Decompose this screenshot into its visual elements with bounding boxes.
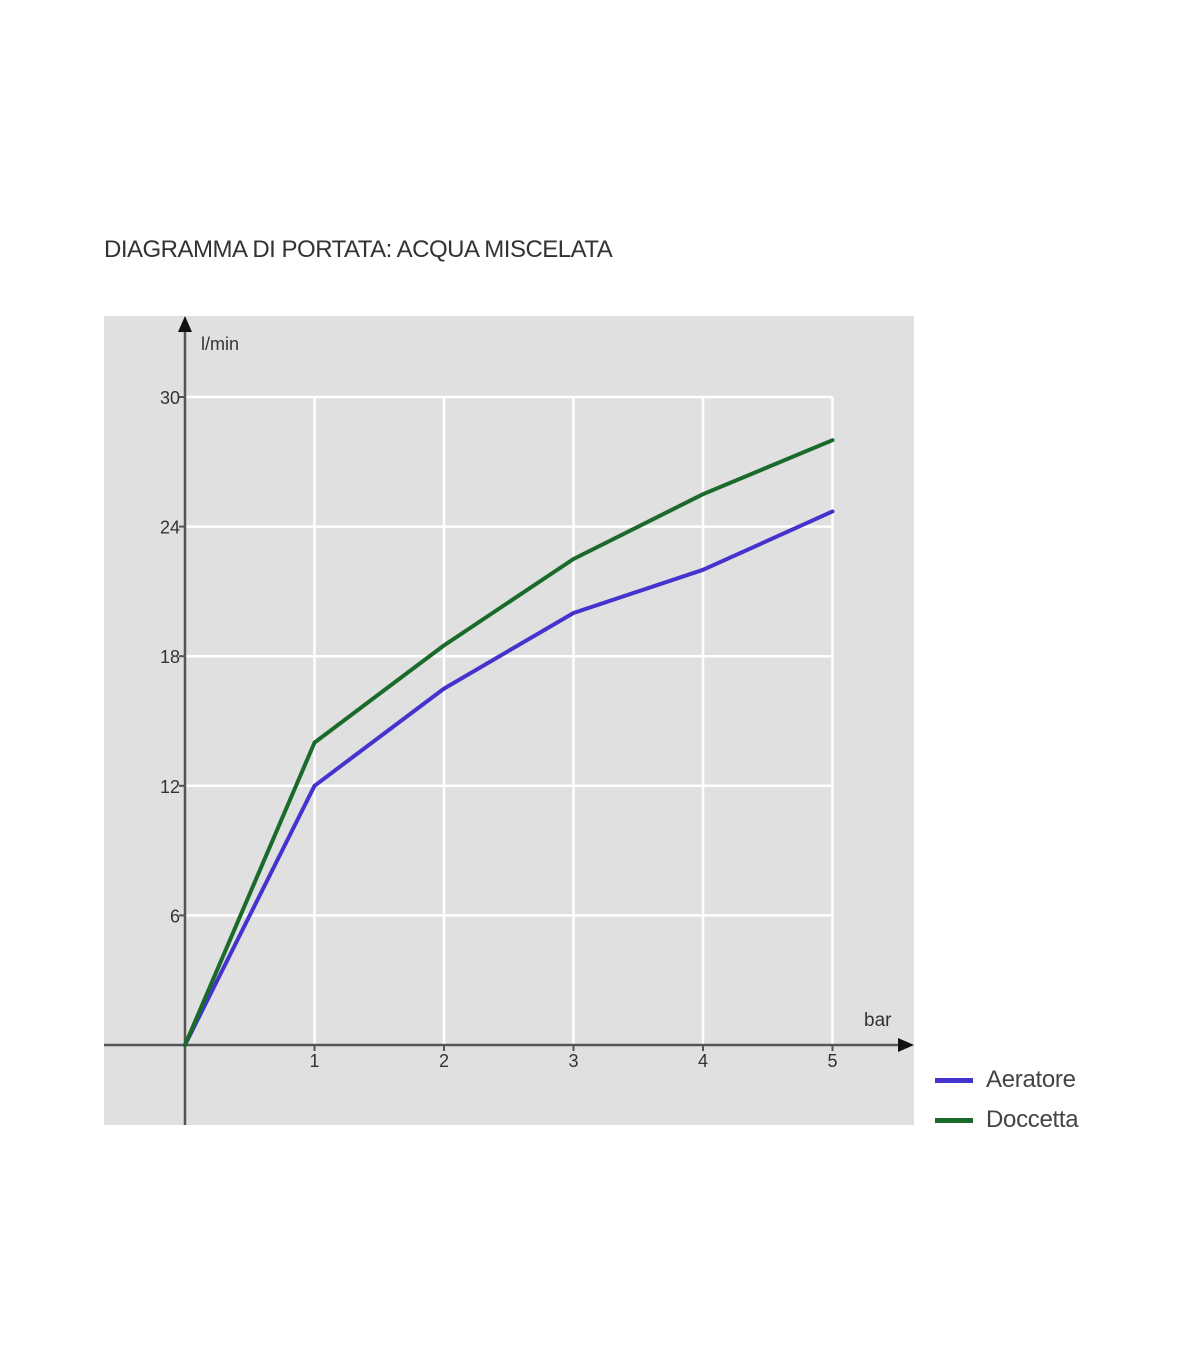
- x-axis-arrow: [898, 1038, 914, 1052]
- series-line-doccetta: [183, 438, 835, 1047]
- series-lines: [183, 438, 835, 1047]
- legend-item-doccetta: Doccetta: [935, 1100, 1079, 1140]
- y-tick-label-30: 30: [160, 388, 180, 408]
- series-line-aeratore: [183, 509, 835, 1047]
- y-tick-label-6: 6: [170, 906, 180, 926]
- y-tick-label-24: 24: [160, 518, 180, 538]
- y-tick-label-18: 18: [160, 647, 180, 667]
- x-axis-label: bar: [864, 1010, 892, 1031]
- axes: [104, 316, 914, 1125]
- y-axis-label: l/min: [201, 334, 239, 354]
- chart-title: DIAGRAMMA DI PORTATA: ACQUA MISCELATA: [104, 236, 613, 263]
- x-tick-label-3: 3: [568, 1051, 578, 1071]
- legend-swatch-doccetta: [935, 1117, 973, 1123]
- legend-label-doccetta: Doccetta: [986, 1106, 1079, 1133]
- grid: [185, 395, 834, 1045]
- legend: Aeratore Doccetta: [935, 1060, 1079, 1140]
- legend-swatch-aeratore: [935, 1077, 973, 1083]
- x-tick-label-2: 2: [439, 1051, 449, 1071]
- legend-label-aeratore: Aeratore: [986, 1066, 1076, 1093]
- x-tick-label-4: 4: [698, 1051, 708, 1071]
- x-tick-label-1: 1: [309, 1051, 319, 1071]
- x-tick-label-5: 5: [827, 1051, 837, 1071]
- legend-item-aeratore: Aeratore: [935, 1060, 1078, 1100]
- y-tick-label-12: 12: [160, 777, 180, 797]
- plot-background: [104, 316, 914, 1125]
- y-axis-arrow: [178, 316, 192, 332]
